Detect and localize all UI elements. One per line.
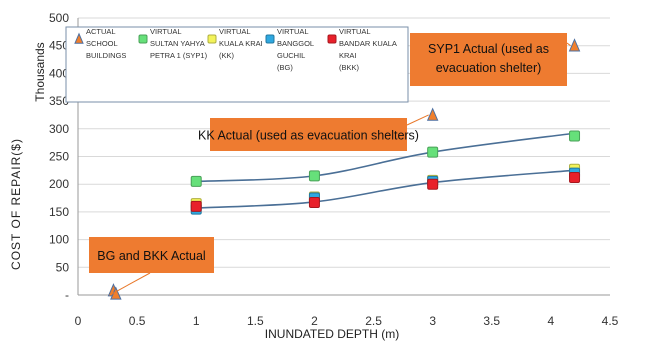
- trendline: [196, 169, 575, 209]
- y-tick-label: 400: [49, 66, 69, 80]
- legend: ACTUAL SCHOOL BUILDINGS VIRTUAL SULTAN YAHYA…: [65, 26, 409, 103]
- callout: KK Actual (used as evacuation shelters): [198, 114, 429, 151]
- callout-leader: [406, 114, 429, 126]
- data-point: [190, 175, 202, 187]
- x-tick-label: 3: [429, 314, 436, 328]
- legend-label: VIRTUAL BANGGOL GUCHIL (BG): [277, 27, 314, 72]
- callout: BG and BKK Actual: [89, 237, 214, 295]
- callout-leader: [566, 42, 571, 47]
- data-point: [308, 170, 320, 182]
- x-tick-label: 3.5: [483, 314, 500, 328]
- trendlines: [196, 132, 575, 209]
- y-tick-label: -: [65, 288, 69, 302]
- legend-label: ACTUAL SCHOOL BUILDINGS: [86, 27, 126, 60]
- callout-text: SYP1 Actual (used as evacuation shelter): [428, 42, 549, 75]
- y-axis-title: COST OF REPAIR($): [9, 138, 23, 270]
- y-tick-labels: - 50 100 150 200 250 300 350 400 450 500: [49, 11, 69, 302]
- y-axis-unit: Thousands: [33, 42, 47, 101]
- x-axis-title: INUNDATED DEPTH (m): [265, 327, 399, 341]
- callout-box: [210, 118, 407, 151]
- legend-marker: [265, 34, 275, 44]
- y-tick-label: 50: [56, 260, 70, 274]
- legend-label: VIRTUAL KUALA KRAI (KK): [219, 27, 263, 60]
- callout-box: [410, 33, 567, 86]
- legend-marker: [138, 34, 148, 44]
- y-tick-label: 350: [49, 94, 69, 108]
- legend-marker: [207, 34, 217, 44]
- x-tick-labels: 0 0.5 1 1.5 2 2.5 3 3.5 4 4.5: [75, 314, 619, 328]
- data-points: [107, 38, 581, 300]
- legend-label: VIRTUAL BANDAR KUALA KRAI (BKK): [339, 27, 397, 72]
- x-tick-label: 1: [193, 314, 200, 328]
- data-point: [427, 146, 439, 158]
- data-point: [569, 172, 581, 184]
- y-tick-label: 150: [49, 205, 69, 219]
- y-tick-label: 100: [49, 233, 69, 247]
- data-point: [569, 130, 581, 142]
- data-point: [190, 200, 202, 212]
- data-point: [568, 38, 581, 52]
- x-tick-label: 2: [311, 314, 318, 328]
- callout-leader: [111, 272, 151, 295]
- data-point: [426, 107, 439, 121]
- legend-box: [65, 26, 409, 103]
- y-tick-label: 200: [49, 177, 69, 191]
- x-tick-label: 4.5: [602, 314, 619, 328]
- legend-marker: [327, 34, 337, 44]
- y-tick-label: 500: [49, 11, 69, 25]
- data-point: [427, 178, 439, 190]
- callout: SYP1 Actual (used as evacuation shelter): [410, 33, 571, 86]
- x-tick-label: 0.5: [129, 314, 146, 328]
- x-tick-label: 0: [75, 314, 82, 328]
- callout-text: KK Actual (used as evacuation shelters): [198, 129, 419, 143]
- x-tick-label: 2.5: [365, 314, 382, 328]
- y-tick-label: 450: [49, 39, 69, 53]
- callout-text: BG and BKK Actual: [97, 249, 205, 263]
- y-tick-label: 300: [49, 122, 69, 136]
- x-tick-label: 1.5: [247, 314, 264, 328]
- legend-label: VIRTUAL SULTAN YAHYA PETRA 1 (SYP1): [150, 27, 208, 60]
- callout-box: [89, 237, 214, 273]
- x-tick-label: 4: [548, 314, 555, 328]
- trendline: [196, 132, 575, 183]
- legend-marker: [74, 32, 84, 44]
- y-tick-label: 250: [49, 150, 69, 164]
- annotations: SYP1 Actual (used as evacuation shelter) K…: [89, 33, 571, 295]
- data-point: [308, 196, 320, 208]
